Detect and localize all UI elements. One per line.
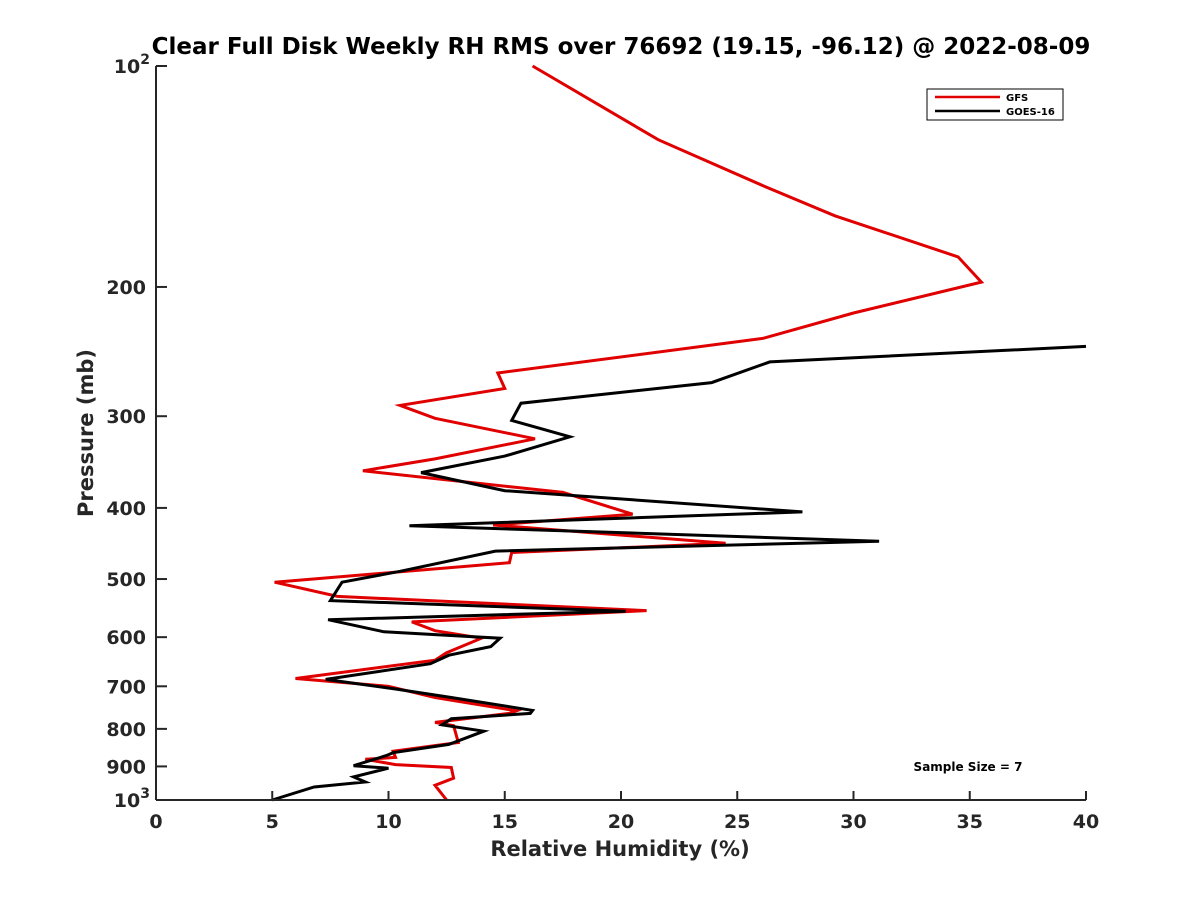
x-tick-label: 30 (840, 811, 866, 833)
x-tick-label: 10 (375, 811, 401, 833)
y-axis-label: Pressure (mb) (74, 349, 98, 517)
y-tick-label: 103 (114, 786, 150, 812)
series-layer (271, 64, 1087, 802)
y-tick-label: 400 (106, 498, 146, 520)
x-tick-label: 20 (608, 811, 634, 833)
y-tick-label: 600 (106, 627, 146, 649)
x-tick-label: 15 (492, 811, 518, 833)
y-tick-label: 900 (106, 756, 146, 778)
y-tick-label: 102 (114, 52, 150, 78)
x-tick-label: 25 (724, 811, 750, 833)
x-tick-label: 35 (957, 811, 983, 833)
sample-size-annotation: Sample Size = 7 (914, 760, 1023, 774)
legend: GFS GOES-16 (926, 88, 1064, 121)
y-tick-label: 300 (106, 406, 146, 428)
y-tick-label: 700 (106, 676, 146, 698)
series-line-goes-16 (271, 344, 1087, 802)
legend-label-gfs: GFS (1006, 93, 1028, 104)
legend-label-goes16: GOES-16 (1006, 107, 1055, 118)
x-tick-label: 0 (149, 811, 162, 833)
x-tick-label: 5 (266, 811, 279, 833)
legend-box (926, 88, 1064, 121)
axes-layer: 0 5 10 15 20 25 30 35 40 102 200 300 400 500 600 700 800… (106, 52, 1099, 833)
x-tick-label: 40 (1073, 811, 1099, 833)
chart-title: Clear Full Disk Weekly RH RMS over 76692… (152, 34, 1091, 60)
series-line-gfs (274, 64, 985, 801)
y-tick-label: 200 (106, 277, 146, 299)
y-tick-label: 800 (106, 719, 146, 741)
y-tick-label: 500 (106, 569, 146, 591)
x-axis-label: Relative Humidity (%) (490, 837, 749, 861)
